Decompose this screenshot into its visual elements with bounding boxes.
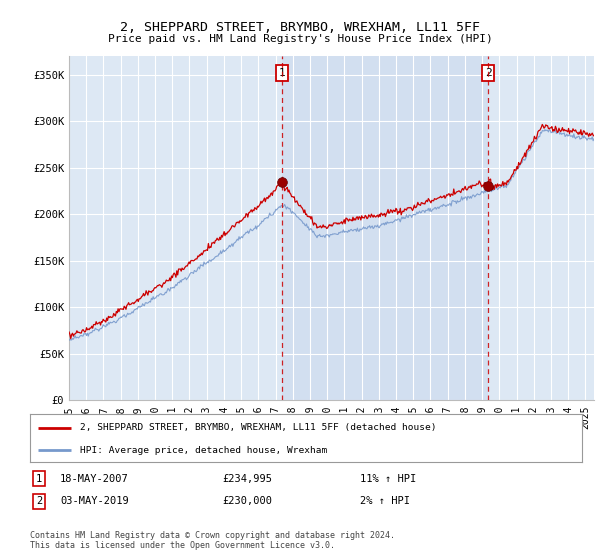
Text: 18-MAY-2007: 18-MAY-2007 [60, 474, 129, 484]
Bar [282, 56, 488, 400]
Text: 11% ↑ HPI: 11% ↑ HPI [360, 474, 416, 484]
Text: £234,995: £234,995 [222, 474, 272, 484]
Text: 1: 1 [36, 474, 42, 484]
Text: 2, SHEPPARD STREET, BRYMBO, WREXHAM, LL11 5FF: 2, SHEPPARD STREET, BRYMBO, WREXHAM, LL1… [120, 21, 480, 34]
Text: £230,000: £230,000 [222, 496, 272, 506]
Text: 2% ↑ HPI: 2% ↑ HPI [360, 496, 410, 506]
Text: 1: 1 [279, 68, 286, 78]
Text: 2: 2 [36, 496, 42, 506]
Text: Contains HM Land Registry data © Crown copyright and database right 2024.
This d: Contains HM Land Registry data © Crown c… [30, 531, 395, 550]
Text: 03-MAY-2019: 03-MAY-2019 [60, 496, 129, 506]
Text: 2, SHEPPARD STREET, BRYMBO, WREXHAM, LL11 5FF (detached house): 2, SHEPPARD STREET, BRYMBO, WREXHAM, LL1… [80, 423, 436, 432]
Text: Price paid vs. HM Land Registry's House Price Index (HPI): Price paid vs. HM Land Registry's House … [107, 34, 493, 44]
Text: 2: 2 [485, 68, 491, 78]
Text: HPI: Average price, detached house, Wrexham: HPI: Average price, detached house, Wrex… [80, 446, 327, 455]
